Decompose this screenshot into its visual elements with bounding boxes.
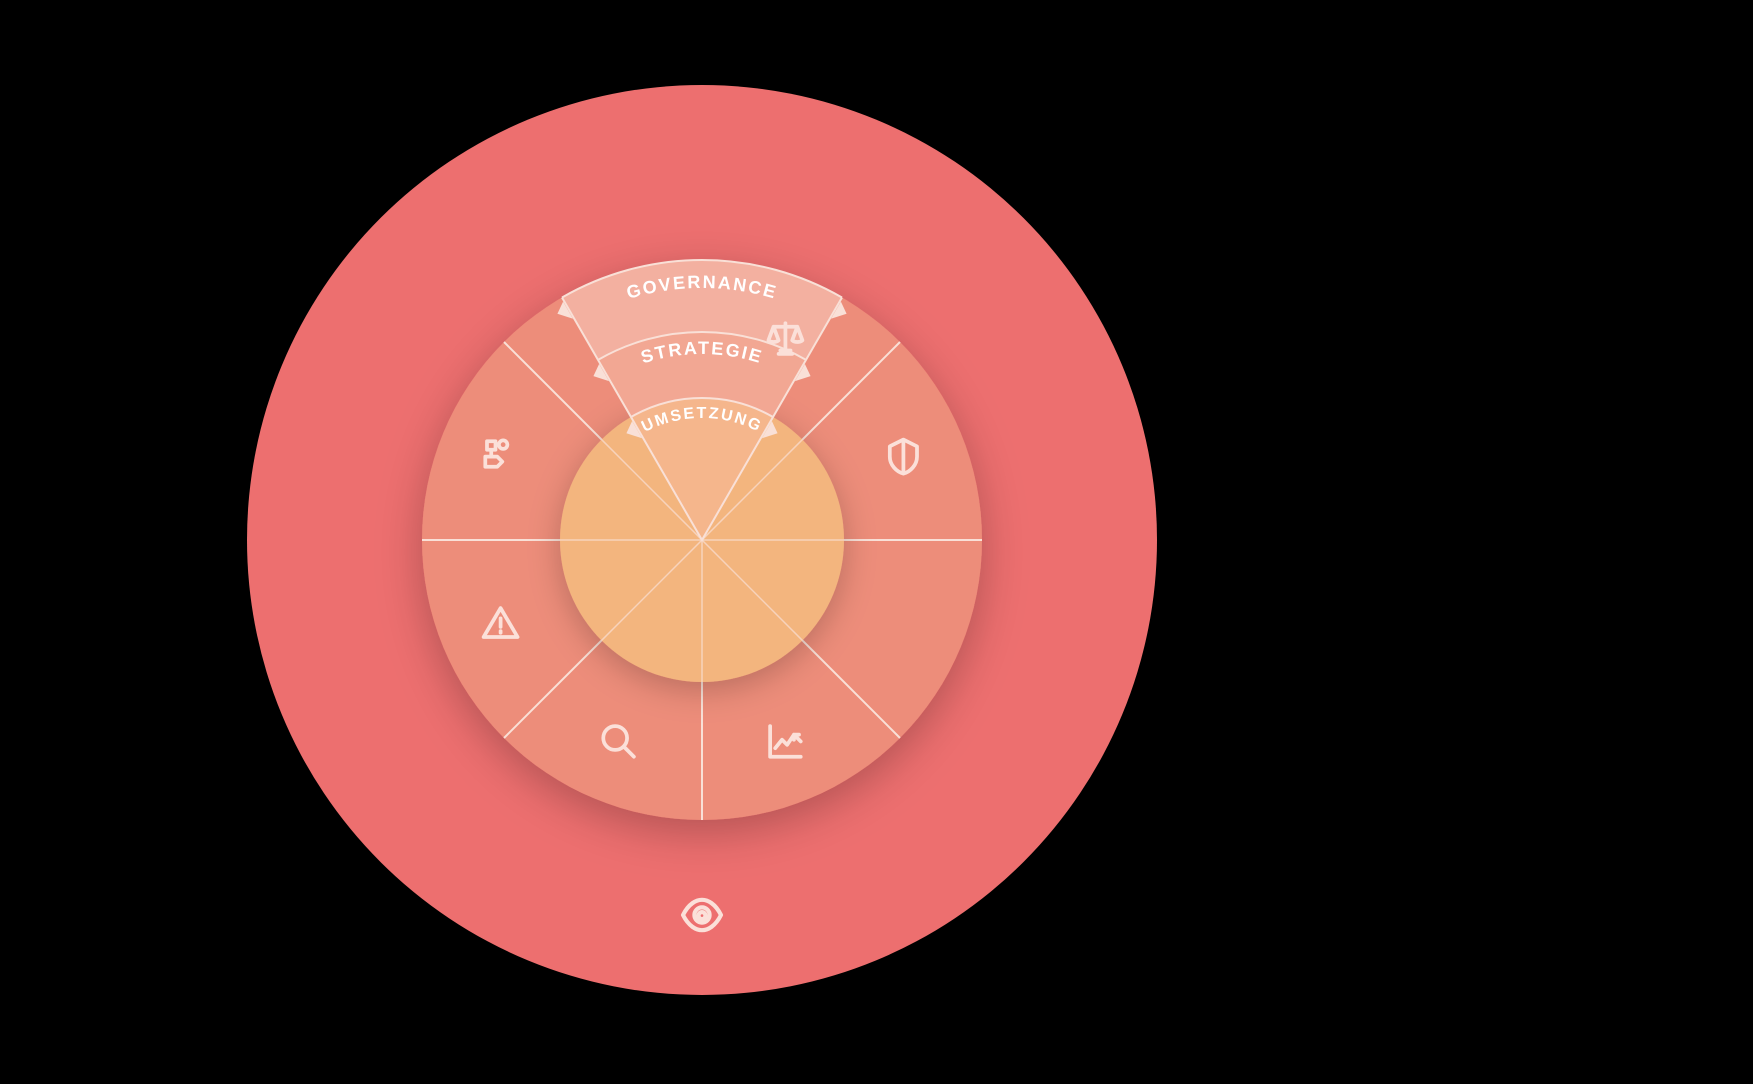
diagram-stage: ÜBERWACHUNGGOVERNANCESTRATEGIEUMSETZUNG: [0, 0, 1753, 1084]
